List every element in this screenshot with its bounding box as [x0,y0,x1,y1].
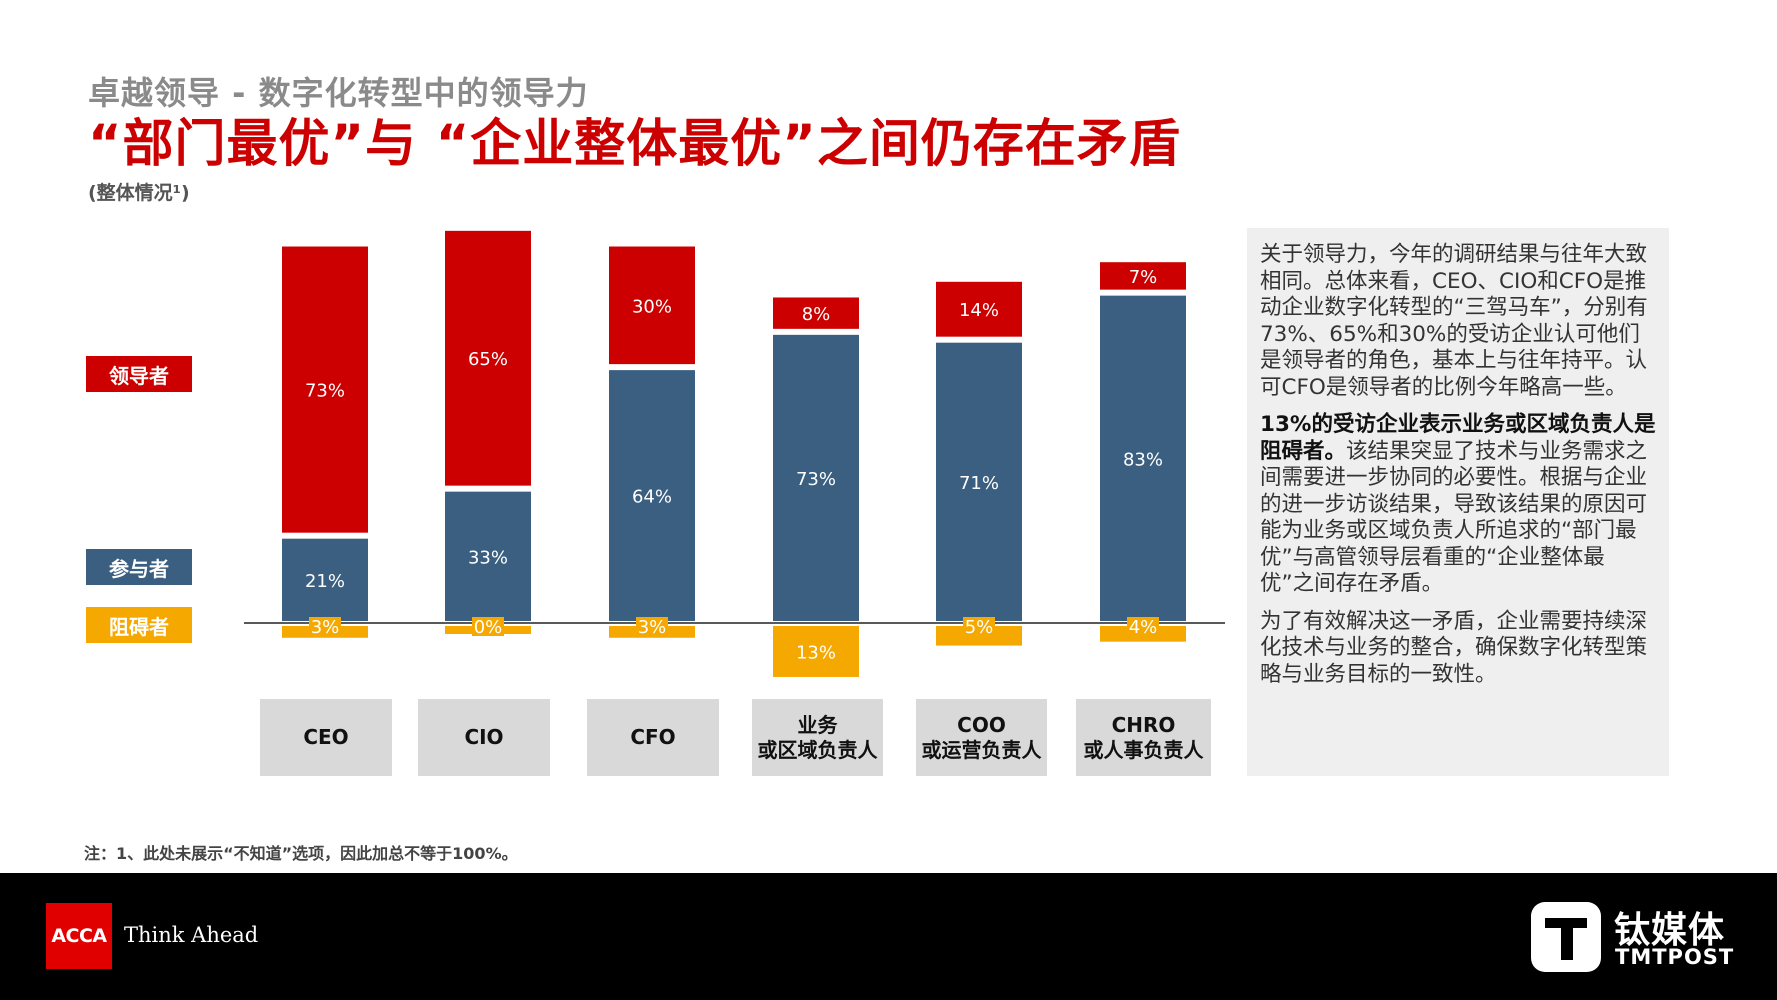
label-obstacle-bg [309,617,341,636]
bar-participant [773,334,859,621]
acca-tagline: Think Ahead [124,923,259,947]
side-panel: 关于领导力，今年的调研结果与往年大致相同。总体来看，CEO、CIO和CFO是推动… [1247,228,1669,776]
label-participant: 21% [305,571,345,592]
label-obstacle-bg [963,617,995,636]
label-obstacle: 4% [1129,617,1158,638]
side-paragraph-2-strong: 13%的受访企业表示业务或区域负责人是阻碍者。 [1260,412,1656,464]
label-leader: 8% [802,304,831,325]
footer-bar: ACCA Think Ahead 钛媒体 TMTPOST [0,873,1777,1000]
category-label: 业务 或区域负责人 [752,699,883,776]
bar-obstacle [773,626,859,677]
side-paragraph-1: 关于领导力，今年的调研结果与往年大致相同。总体来看，CEO、CIO和CFO是推动… [1260,242,1648,400]
label-participant: 71% [959,473,999,494]
chart-note: (整体情况¹) [88,182,190,204]
bar-leader [282,246,368,533]
label-participant: 64% [632,487,672,508]
side-paragraph-3: 为了有效解决这一矛盾，企业需要持续深化技术与业务的整合，确保数字化转型策略与业务… [1260,608,1648,687]
bar-leader [936,281,1022,337]
label-obstacle-bg [1127,617,1159,636]
category-label: CHRO 或人事负责人 [1076,699,1211,776]
footnote: 注：1、此处未展示“不知道”选项，因此加总不等于100%。 [84,844,518,863]
label-participant: 83% [1123,449,1163,470]
tmtpost-name-en: TMTPOST [1615,945,1735,969]
label-leader: 30% [632,296,672,317]
side-paragraph-2: 13%的受访企业表示业务或区域负责人是阻碍者。该结果突显了技术与业务需求之间需要… [1260,412,1656,598]
label-participant: 73% [796,469,836,490]
legend-obstacle: 阻碍者 [86,607,192,643]
page-title: “部门最优”与 “企业整体最优”之间仍存在矛盾 [88,115,1181,174]
category-label: CIO [418,699,550,776]
category-label: COO 或运营负责人 [916,699,1047,776]
bar-participant [1100,295,1186,621]
label-leader: 14% [959,300,999,321]
label-obstacle: 5% [965,617,994,638]
bar-leader [445,230,531,486]
tmtpost-name-cn: 钛媒体 [1614,910,1726,951]
label-obstacle: 3% [311,617,340,638]
bar-participant [936,342,1022,621]
legend-participant: 参与者 [86,549,192,585]
label-obstacle: 13% [796,642,836,663]
label-obstacle: 0% [474,617,503,638]
label-leader: 65% [468,349,508,370]
bar-participant [445,491,531,621]
label-obstacle-bg [472,617,504,636]
bar-participant [609,370,695,621]
stacked-bar-chart: 73% 21% 3% 65% 33% 0% 30% 64% 3% 8% 73% 13% 14% 71% 5%… [244,230,1225,677]
label-obstacle: 3% [638,617,667,638]
label-obstacle-bg [636,617,668,636]
bar-leader [609,246,695,365]
label-leader: 73% [305,381,345,402]
legend-leader: 领导者 [86,356,192,392]
bar-participant [282,538,368,621]
side-paragraph-2-rest: 该结果突显了技术与业务需求之间需要进一步协同的必要性。根据与企业的进一步访谈结果… [1260,438,1648,597]
acca-logo: ACCA [46,903,112,969]
tmtpost-logo-icon [1531,902,1601,972]
bar-leader [773,297,859,329]
page-subtitle: 卓越领导 - 数字化转型中的领导力 [88,74,589,112]
label-leader: 7% [1129,267,1158,288]
bar-leader [1100,262,1186,290]
label-participant: 33% [468,547,508,568]
category-label: CFO [587,699,719,776]
category-label: CEO [260,699,392,776]
